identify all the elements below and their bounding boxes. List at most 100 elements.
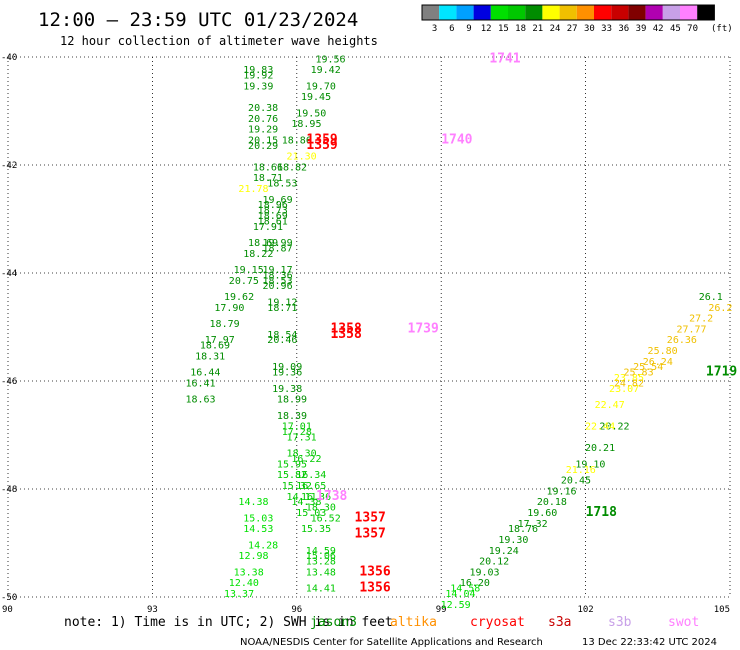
wave-height-label: 14.53 [243,524,273,535]
wave-height-label: 23.07 [609,384,639,395]
wave-height-label: 20.18 [537,497,567,508]
wave-height-label: 15.32 [282,481,312,492]
wave-height-label: 18.87 [262,243,292,254]
legend-swatch [697,5,715,20]
satellite-name: swot [668,615,699,630]
legend-swatch [508,5,526,20]
x-tick-label: 90 [2,605,13,615]
wave-height-label: 18.79 [210,319,240,330]
wave-height-label: 18.71 [267,303,297,314]
x-tick-label: 96 [291,605,302,615]
wave-height-label: 19.38 [272,384,302,395]
wave-height-label: 15.95 [277,459,307,470]
wave-height-label: 17.31 [287,432,317,443]
wave-height-label: 18.69 [248,238,278,249]
note-text: note: 1) Time is in UTC; 2) SWH is in fe… [64,615,393,630]
pass-id-label: 1359 [306,132,337,147]
wave-height-label: 19.92 [243,71,273,82]
wave-height-label: 16.34 [296,470,326,481]
wave-height-label: 14.38 [291,497,321,508]
wave-height-label: 18.69 [258,211,288,222]
wave-height-label: 13.48 [306,567,336,578]
chart-grid [7,56,731,598]
wave-height-label: 14.58 [450,584,480,595]
wave-height-label: 18.86 [282,135,312,146]
pass-id-label: 1356 [359,564,390,579]
wave-height-label: 17.01 [282,422,312,433]
wave-height-label: 18.30 [306,503,336,514]
legend-swatch [662,5,680,20]
wave-height-label: 16.20 [460,578,490,589]
wave-height-label: 19.70 [306,81,336,92]
x-tick-label: 105 [714,605,730,615]
legend-label: 3 [432,24,437,34]
wave-height-label: 20.76 [248,114,278,125]
wave-height-label: 19.10 [575,459,605,470]
pass-id-label: 1358 [330,321,361,336]
wave-height-label: 19.56 [315,54,345,65]
wave-height-label: 26.36 [667,335,697,346]
wave-height-label: 12.59 [441,600,471,611]
pass-id-label: 1359 [306,138,337,153]
wave-height-label: 19.62 [224,292,254,303]
wave-height-label: 14.28 [248,540,278,551]
wave-height-label: 15.06 [306,551,336,562]
legend-swatch [473,5,491,20]
wave-height-label: 25.54 [633,362,663,373]
legend-swatch [645,5,663,20]
wave-height-label: 19.69 [262,195,292,206]
legend-swatch [611,5,629,20]
wave-height-label: 21.30 [287,152,317,163]
page-title: 12:00 – 23:59 UTC 01/23/2024 [38,9,358,31]
wave-height-label: 18.95 [291,119,321,130]
wave-height-label: 20.15 [248,135,278,146]
wave-height-label: 19.16 [546,486,576,497]
legend-label: 27 [567,24,578,34]
wave-height-label: 20.96 [262,281,292,292]
wave-height-label: 18.36 [262,270,292,281]
satellite-name: s3b [608,615,632,630]
wave-height-label: 26.1 [699,292,723,303]
wave-height-label: 18.31 [195,351,225,362]
wave-height-label: 18.39 [277,411,307,422]
wave-height-label: 25.83 [623,368,653,379]
wave-height-label: 19.99 [262,238,292,249]
wave-height-label: 12.98 [238,551,268,562]
legend-label: 24 [550,24,561,34]
legend-swatch [456,5,474,20]
pass-id-label: 1718 [586,505,617,520]
legend-unit: (ft) [711,24,733,34]
wave-height-label: 18.63 [185,395,215,406]
legend-frame [421,4,715,21]
wave-height-label: 15.82 [277,470,307,481]
wave-height-label: 20.46 [267,335,297,346]
wave-height-label: 26.24 [643,357,673,368]
legend-swatch [439,5,457,20]
legend-label: 9 [466,24,471,34]
wave-height-label: 22.44 [585,422,615,433]
wave-height-label: 12.40 [229,578,259,589]
pass-id-label: 1358 [330,327,361,342]
wave-height-label: 19.39 [243,81,273,92]
x-tick-label: 102 [577,605,593,615]
legend-label: 12 [481,24,492,34]
legend-swatch [422,5,440,20]
wave-height-label: 19.29 [248,125,278,136]
legend-label: 39 [636,24,647,34]
satellite-legend: jason3 altika cryosat s3a s3b swot [310,615,699,630]
wave-height-label: 13.28 [306,557,336,568]
pass-id-label: 1738 [316,489,347,504]
wave-height-label: 20.38 [248,103,278,114]
wave-height-label: 16.36 [301,492,331,503]
wave-height-label: 19.17 [262,265,292,276]
wave-height-label: 27.2 [689,314,713,325]
legend-swatch [490,5,508,20]
wave-height-label: 16.44 [190,368,220,379]
wave-height-label: 16.52 [311,513,341,524]
wave-height-label: 19.12 [267,297,297,308]
wave-height-label: 20.75 [229,276,259,287]
wave-height-label: 16.22 [291,454,321,465]
wave-height-label: 15.35 [301,524,331,535]
